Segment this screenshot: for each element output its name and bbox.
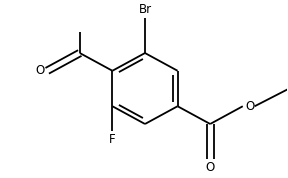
Text: O: O — [246, 100, 255, 113]
Text: O: O — [206, 161, 215, 174]
Text: Br: Br — [139, 3, 151, 16]
Text: O: O — [35, 64, 44, 77]
Text: F: F — [109, 133, 116, 146]
